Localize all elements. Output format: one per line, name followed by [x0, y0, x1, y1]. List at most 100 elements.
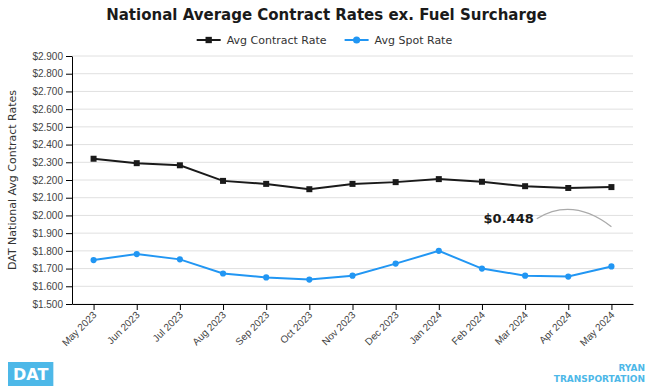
legend-item: Avg Contract Rate [197, 34, 327, 47]
x-tick-label: Aug 2023 [190, 309, 228, 347]
x-tick: Nov 2023 [320, 304, 358, 347]
y-tick-label: $1.800 [32, 246, 63, 257]
legend-marker [206, 37, 212, 43]
grid-line [72, 250, 633, 251]
x-tick-label: Jun 2023 [105, 309, 142, 346]
y-tick: $2.600 [32, 104, 72, 115]
x-tick-label: Feb 2024 [449, 309, 487, 347]
x-tick-label: Sep 2023 [233, 309, 271, 347]
x-tick: Mar 2024 [493, 304, 531, 347]
x-tick: Jun 2023 [105, 304, 142, 346]
y-tick-mark [66, 127, 72, 128]
x-tick-mark [266, 304, 267, 310]
grid-line [72, 91, 633, 92]
y-tick-label: $1.500 [32, 299, 63, 310]
y-tick: $2.800 [32, 68, 72, 79]
x-tick: Oct 2023 [278, 304, 315, 346]
y-tick-label: $2.900 [32, 51, 63, 62]
y-tick: $2.700 [32, 86, 72, 97]
y-tick-mark [66, 145, 72, 146]
dat-logo: DAT [8, 362, 53, 386]
series-point [263, 274, 269, 280]
series-point [436, 248, 442, 254]
y-tick: $2.900 [32, 51, 72, 62]
y-tick-label: $2.400 [32, 139, 63, 150]
y-tick-mark [66, 91, 72, 92]
y-tick-mark [66, 198, 72, 199]
series-point [177, 256, 183, 262]
y-tick-mark [66, 269, 72, 270]
annotation-connector [537, 209, 612, 226]
grid-line [72, 73, 633, 74]
annotation-label: $0.448 [484, 211, 534, 226]
x-tick: Feb 2024 [449, 304, 487, 347]
y-tick-label: $1.700 [32, 263, 63, 274]
x-tick: Aug 2023 [190, 304, 228, 347]
grid-line [72, 286, 633, 287]
series-point [522, 273, 528, 279]
x-tick-mark [396, 304, 397, 310]
grid-line [72, 215, 633, 216]
y-tick-mark [66, 162, 72, 163]
legend: Avg Contract Rate Avg Spot Rate [197, 34, 453, 47]
y-tick: $1.500 [32, 299, 72, 310]
y-axis: $1.500$1.600$1.700$1.800$1.900$2.000$2.1… [32, 51, 72, 310]
x-tick-mark [568, 304, 569, 310]
x-tick-label: Dec 2023 [363, 309, 401, 347]
x-tick-label: Nov 2023 [320, 309, 358, 347]
grid-line [72, 144, 633, 145]
grid-line [72, 180, 633, 181]
series-point [350, 181, 356, 187]
x-tick-mark [482, 304, 483, 310]
x-tick-mark [353, 304, 354, 310]
series-line [94, 159, 612, 189]
chart: National Average Contract Rates ex. Fuel… [0, 0, 653, 392]
y-tick: $2.000 [32, 210, 72, 221]
series-point [220, 270, 226, 276]
series-point [522, 183, 528, 189]
plot: $1.500$1.600$1.700$1.800$1.900$2.000$2.1… [32, 51, 633, 348]
x-tick-label: Mar 2024 [493, 309, 531, 347]
grid-line [72, 162, 633, 163]
y-tick: $2.300 [32, 157, 72, 168]
grid-line [72, 126, 633, 127]
series-point [565, 273, 571, 279]
legend-label: Avg Contract Rate [227, 34, 327, 47]
y-tick-mark [66, 180, 72, 181]
y-tick: $1.700 [32, 263, 72, 274]
legend-item: Avg Spot Rate [345, 34, 453, 47]
series-point [134, 160, 140, 166]
x-tick-label: May 2024 [578, 309, 617, 348]
x-tick-label: Apr 2024 [537, 309, 574, 346]
x-tick-mark [611, 304, 612, 310]
x-tick: May 2023 [60, 304, 99, 348]
x-tick-mark [180, 304, 181, 310]
series-point [608, 184, 614, 190]
series-point [306, 186, 312, 192]
y-tick: $1.600 [32, 281, 72, 292]
y-tick-mark [66, 215, 72, 216]
dat-logo-box [8, 362, 53, 386]
x-tick-mark [525, 304, 526, 310]
y-tick-mark [66, 56, 72, 57]
y-axis-title: DAT National Avg Contract Rates [6, 90, 19, 270]
x-tick-mark [439, 304, 440, 310]
series-point [479, 179, 485, 185]
series-point [306, 276, 312, 282]
x-tick-mark [94, 304, 95, 310]
series-point [177, 162, 183, 168]
y-tick: $2.200 [32, 175, 72, 186]
ryan-logo: RYANTRANSPORTATION [554, 363, 645, 384]
y-tick-label: $2.800 [32, 68, 63, 79]
x-tick: May 2024 [578, 304, 617, 348]
x-tick-mark [309, 304, 310, 310]
y-tick-label: $1.900 [32, 228, 63, 239]
x-tick-label: May 2023 [60, 309, 99, 348]
series-point [263, 181, 269, 187]
y-tick-label: $1.600 [32, 281, 63, 292]
series-point [91, 156, 97, 162]
series-point [565, 185, 571, 191]
grid-line [72, 233, 633, 234]
x-tick: Dec 2023 [363, 304, 401, 347]
grid-line [72, 197, 633, 198]
